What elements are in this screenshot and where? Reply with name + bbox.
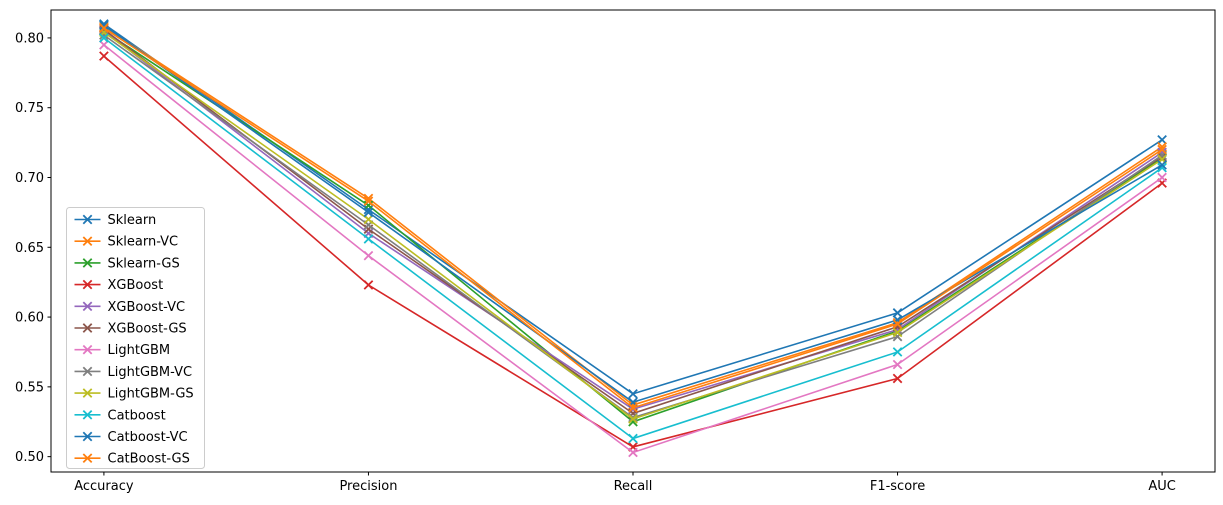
data-point-marker — [82, 366, 93, 377]
data-point-marker — [99, 20, 109, 31]
data-point-marker — [82, 236, 93, 247]
data-point-marker — [892, 327, 903, 338]
data-point-marker — [82, 344, 93, 355]
data-point-marker — [1157, 147, 1167, 158]
y-tick-label: 0.55 — [15, 380, 44, 395]
legend-item: LightGBM-GS — [74, 387, 194, 402]
data-point-marker — [82, 301, 93, 312]
legend-label: Sklearn-VC — [108, 235, 179, 250]
data-point-marker — [1157, 151, 1167, 162]
legend-label: Catboost-VC — [108, 430, 188, 445]
data-point-marker — [892, 319, 903, 329]
x-tick-label: Precision — [339, 479, 397, 494]
series-catboost-gs — [99, 23, 1167, 413]
series-catboost — [99, 33, 1167, 444]
legend-item: Sklearn — [74, 213, 157, 228]
data-point-marker — [82, 214, 93, 225]
data-point-marker — [628, 389, 638, 399]
data-point-marker — [99, 51, 109, 61]
data-point-marker — [628, 412, 638, 423]
data-point-marker — [363, 214, 374, 225]
legend-item: Catboost-VC — [74, 430, 188, 445]
legend-item: XGBoost-VC — [74, 300, 186, 315]
data-point-marker — [82, 388, 93, 398]
data-point-marker — [628, 414, 638, 424]
data-point-marker — [363, 234, 374, 244]
y-tick-label: 0.75 — [15, 101, 44, 116]
data-point-marker — [99, 40, 109, 50]
x-tick-label: AUC — [1148, 479, 1176, 494]
data-point-marker — [1157, 162, 1167, 173]
series-catboost-vc — [99, 20, 1167, 408]
legend-item: XGBoost — [74, 278, 164, 293]
data-point-marker — [99, 23, 109, 33]
data-point-marker — [82, 258, 93, 268]
data-point-marker — [892, 347, 903, 357]
data-point-marker — [1157, 160, 1167, 170]
data-point-marker — [82, 431, 93, 442]
data-point-marker — [892, 331, 903, 342]
series-xgboost — [99, 51, 1167, 452]
legend-item: CatBoost-GS — [74, 452, 190, 467]
data-point-marker — [363, 207, 374, 218]
data-point-marker — [628, 433, 638, 444]
y-tick-label: 0.70 — [15, 171, 44, 186]
data-point-marker — [99, 30, 109, 40]
data-point-marker — [363, 250, 374, 261]
data-point-marker — [82, 323, 93, 333]
x-tick-label: Recall — [614, 479, 653, 494]
x-tick-label: F1-score — [870, 479, 925, 494]
data-point-marker — [628, 402, 638, 413]
data-point-marker — [628, 416, 638, 427]
y-tick-label: 0.80 — [15, 31, 44, 46]
data-point-marker — [1157, 134, 1167, 145]
data-point-marker — [82, 409, 93, 420]
series-lightgbm-vc — [99, 30, 1167, 423]
legend-label: XGBoost — [108, 278, 164, 293]
y-tick-label: 0.50 — [15, 450, 44, 465]
legend-label: LightGBM — [108, 343, 171, 358]
legend-label: LightGBM-GS — [108, 387, 194, 402]
legend-label: XGBoost-VC — [108, 300, 186, 315]
legend-item: LightGBM-VC — [74, 365, 193, 380]
legend-item: Catboost — [74, 408, 166, 423]
legend-label: CatBoost-GS — [108, 452, 190, 467]
data-point-marker — [363, 280, 374, 290]
data-point-marker — [99, 33, 109, 43]
data-point-marker — [1157, 144, 1167, 155]
data-point-marker — [892, 308, 903, 318]
data-point-marker — [892, 315, 903, 325]
legend-label: Catboost — [108, 408, 166, 423]
data-point-marker — [892, 359, 903, 370]
data-point-marker — [1157, 172, 1167, 183]
legend-label: LightGBM-VC — [108, 365, 193, 380]
legend-label: Sklearn-GS — [108, 256, 180, 271]
x-tick-label: Accuracy — [74, 479, 134, 494]
legend-item: XGBoost-GS — [74, 322, 187, 337]
y-tick-label: 0.65 — [15, 241, 44, 256]
legend-item: Sklearn-GS — [74, 256, 180, 271]
data-point-marker — [892, 373, 903, 384]
data-point-marker — [363, 196, 374, 207]
legend-box — [66, 207, 205, 469]
series-lightgbm — [99, 40, 1167, 458]
data-point-marker — [363, 193, 374, 204]
legend-label: XGBoost-GS — [108, 322, 187, 337]
legend: Sklearn Sklearn-VC Sklearn-GS XGBoost XGBoos… — [66, 207, 205, 469]
legend-item: Sklearn-VC — [74, 235, 179, 250]
data-point-marker — [82, 279, 93, 290]
legend-item: LightGBM — [74, 343, 171, 358]
legend-label: Sklearn — [108, 213, 157, 228]
data-point-marker — [628, 447, 638, 458]
data-point-marker — [82, 453, 93, 464]
y-tick-label: 0.60 — [15, 311, 44, 326]
